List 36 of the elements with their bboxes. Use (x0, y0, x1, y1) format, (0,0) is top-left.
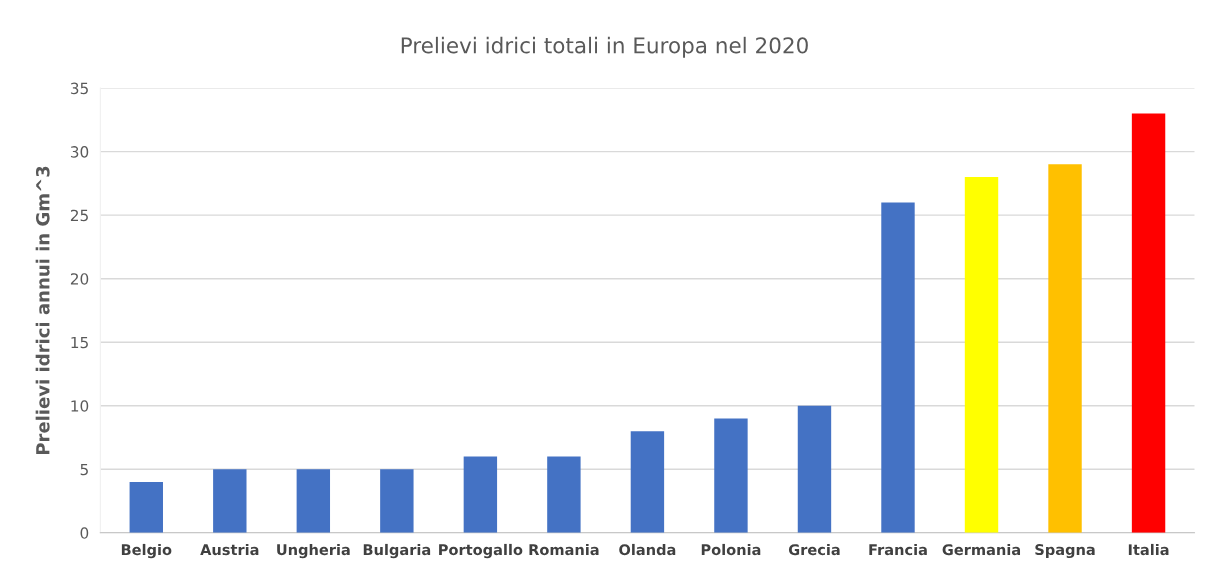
bar (964, 177, 999, 533)
y-tick-label: 0 (80, 527, 89, 539)
x-tick-label: Polonia (701, 543, 761, 556)
y-tick-label: 15 (71, 336, 88, 349)
x-tick-label: Belgio (121, 543, 172, 559)
y-tick-label: 5 (80, 463, 88, 476)
bar (714, 418, 748, 533)
x-tick-label: Francia (869, 543, 927, 556)
y-tick-label: 20 (70, 273, 89, 285)
bar (797, 405, 832, 533)
x-tick-label: Grecia (788, 543, 840, 556)
bar (213, 469, 247, 533)
y-tick-label: 35 (70, 82, 88, 95)
x-tick-label: Germania (942, 543, 1021, 556)
x-tick-label: Olanda (619, 543, 676, 556)
chart-title: Prelievi idrici totali in Europa nel 2020 (401, 36, 808, 58)
y-axis-title: Prelievi idrici annui in Gm^3 (35, 166, 50, 455)
x-tick-label: Bulgaria (363, 543, 431, 559)
bar (1048, 164, 1082, 533)
x-tick-label: Italia (1128, 543, 1169, 556)
bar (547, 456, 581, 533)
x-tick-label: Portogallo (439, 543, 523, 559)
x-tick-label: Romania (529, 543, 599, 556)
x-tick-label: Austria (200, 543, 259, 556)
bar (881, 202, 915, 533)
y-tick-label: 10 (71, 400, 89, 412)
y-tick-label: 25 (70, 209, 88, 222)
bar (630, 431, 665, 533)
x-tick-label: Ungheria (277, 543, 350, 559)
bar (296, 469, 331, 533)
y-tick-label: 30 (70, 146, 89, 158)
x-tick-label: Spagna (1035, 544, 1095, 559)
bar (129, 481, 163, 533)
bar (380, 469, 414, 533)
bar (1131, 113, 1166, 533)
bar (463, 456, 498, 533)
